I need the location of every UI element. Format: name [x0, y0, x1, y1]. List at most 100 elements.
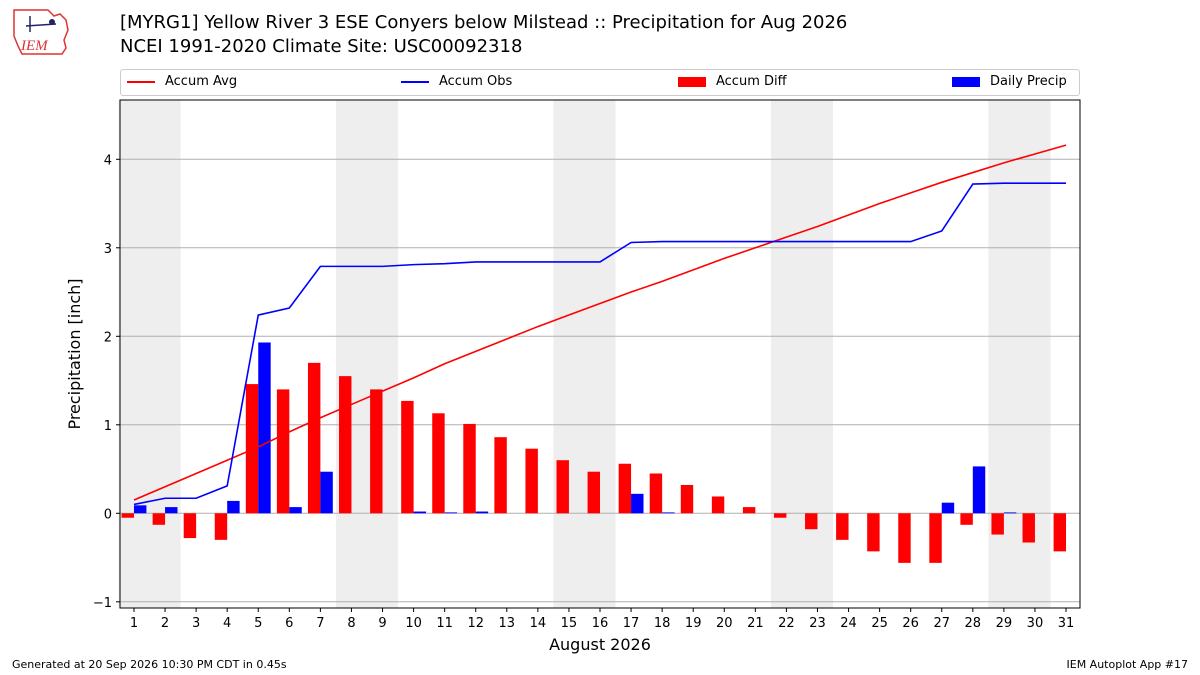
x-tick-label: 16 [592, 616, 609, 631]
accum-diff-bar [836, 513, 849, 540]
legend-swatch [678, 76, 706, 87]
legend: Accum Avg Accum Obs Accum Diff Daily Pre… [120, 69, 1080, 96]
x-tick-label: 26 [902, 616, 919, 631]
accum-diff-bar [587, 471, 600, 514]
daily-precip-bar [631, 493, 644, 514]
accum-diff-bar [711, 496, 725, 514]
iem-logo-text: IEM [20, 38, 49, 54]
legend-swatch [401, 80, 429, 83]
accum-diff-bar [680, 484, 694, 514]
daily-precip-bar [320, 471, 333, 514]
x-tick-label: 6 [285, 616, 293, 631]
legend-label: Accum Diff [716, 74, 787, 89]
legend-item-daily-precip: Daily Precip [952, 74, 1067, 89]
weekend-shade [770, 100, 834, 608]
accum-diff-bar [991, 513, 1004, 535]
weekend-shade [335, 100, 399, 608]
daily-precip-bar [662, 512, 675, 514]
daily-precip-bar [289, 507, 302, 514]
accum-diff-bar [867, 513, 880, 552]
x-tick-label: 25 [871, 616, 888, 631]
x-tick-label: 27 [933, 616, 950, 631]
legend-swatch [127, 80, 155, 83]
x-tick-label: 23 [809, 616, 826, 631]
accum-diff-bar [898, 513, 911, 563]
footer-app: IEM Autoplot App #17 [1066, 658, 1189, 671]
accum-diff-bar [463, 423, 476, 514]
x-tick-label: 31 [1058, 616, 1075, 631]
x-tick-label: 17 [623, 616, 640, 631]
accum-avg-line [133, 144, 1067, 501]
accum-diff-bar [183, 513, 197, 539]
accum-diff-bar [618, 463, 632, 514]
accum-diff-bar [773, 513, 787, 518]
x-tick-label: 10 [405, 616, 422, 631]
accum-diff-bar [929, 513, 942, 563]
daily-precip-bar [165, 507, 178, 514]
x-axis-label: August 2026 [549, 635, 651, 654]
iem-logo: IEM [13, 9, 69, 55]
x-tick-label: 24 [840, 616, 857, 631]
accum-diff-bar [649, 473, 663, 514]
accum-diff-bar [121, 513, 134, 518]
y-tick-label: 0 [104, 507, 112, 522]
daily-precip-bar [972, 466, 986, 514]
daily-precip-bar [258, 342, 271, 514]
daily-precip-bar [413, 511, 427, 514]
weekend-shade [553, 100, 616, 608]
accum-diff-bar [960, 513, 973, 525]
x-tick-label: 11 [436, 616, 453, 631]
x-tick-label: 4 [223, 616, 231, 631]
legend-item-accum-diff: Accum Diff [678, 74, 787, 89]
x-tick-label: 1 [130, 616, 138, 631]
accum-diff-bar [276, 389, 290, 514]
x-tick-label: 12 [467, 616, 484, 631]
y-tick-label: 2 [104, 330, 112, 345]
x-tick-label: 14 [530, 616, 547, 631]
legend-label: Accum Obs [439, 74, 513, 89]
daily-precip-bar [941, 502, 955, 514]
accum-diff-bar [152, 513, 166, 525]
accum-diff-bar [245, 384, 259, 514]
y-tick-label: −1 [93, 596, 112, 611]
accum-diff-bar [742, 507, 756, 514]
accum-diff-bar [494, 437, 507, 514]
x-tick-label: 9 [378, 616, 386, 631]
accum-diff-bar [432, 413, 445, 514]
y-axis-label: Precipitation [inch] [65, 278, 84, 429]
x-tick-label: 29 [996, 616, 1013, 631]
x-tick-label: 22 [778, 616, 795, 631]
x-tick-label: 18 [654, 616, 671, 631]
daily-precip-bar [1003, 512, 1017, 514]
chart-title: [MYRG1] Yellow River 3 ESE Conyers below… [120, 12, 848, 33]
x-tick-label: 30 [1027, 616, 1044, 631]
accum-diff-bar [401, 400, 414, 514]
legend-item-accum-avg: Accum Avg [127, 74, 237, 89]
accum-diff-bar [370, 389, 383, 514]
footer-generated: Generated at 20 Sep 2026 10:30 PM CDT in… [12, 658, 287, 671]
weekend-shade [118, 100, 181, 608]
accum-diff-bar [556, 460, 569, 514]
y-tick-label: 1 [104, 419, 112, 434]
accum-diff-bar [307, 362, 321, 514]
x-tick-label: 7 [316, 616, 324, 631]
accum-obs-line [133, 182, 1067, 506]
legend-item-accum-obs: Accum Obs [401, 74, 512, 89]
legend-label: Accum Avg [165, 74, 238, 89]
x-tick-label: 13 [499, 616, 516, 631]
x-tick-label: 8 [347, 616, 355, 631]
x-tick-label: 3 [192, 616, 200, 631]
accum-diff-bar [214, 513, 228, 540]
y-tick-label: 3 [104, 242, 112, 257]
daily-precip-bar [444, 512, 458, 514]
daily-precip-bar [133, 505, 147, 514]
daily-precip-bar [475, 511, 489, 514]
legend-swatch [952, 76, 980, 87]
accum-diff-bar [1053, 513, 1067, 552]
x-tick-label: 28 [965, 616, 982, 631]
accum-diff-bar [805, 513, 818, 530]
x-tick-label: 15 [561, 616, 578, 631]
accum-diff-bar [525, 448, 538, 514]
x-tick-label: 21 [747, 616, 764, 631]
